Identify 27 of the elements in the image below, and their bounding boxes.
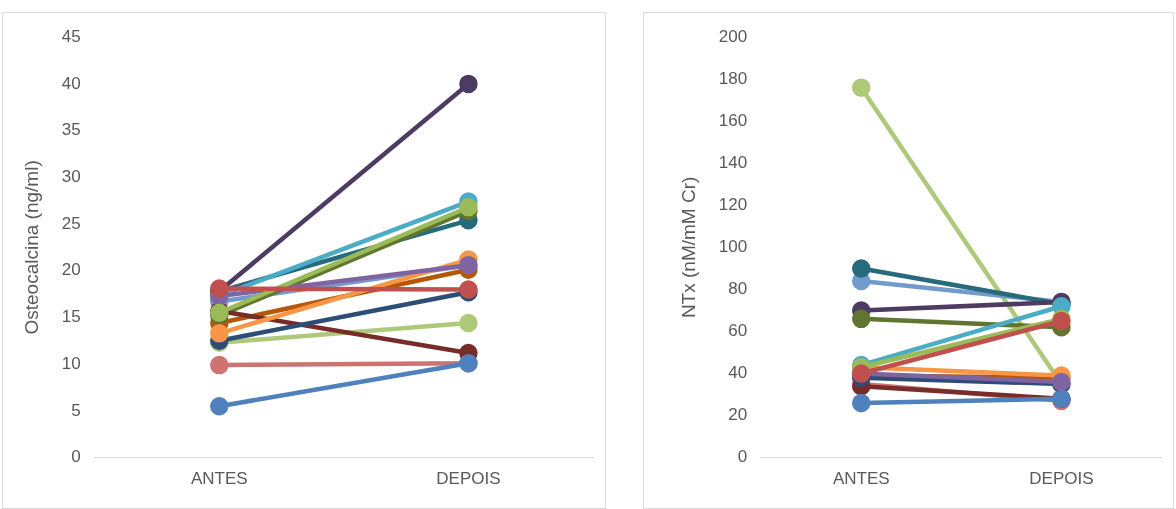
y-tick-label: 25 (61, 213, 81, 233)
y-tick-label: 0 (71, 447, 81, 467)
y-axis-title: NTx (nM/mM Cr) (677, 176, 699, 319)
y-tick-label: 180 (718, 68, 748, 88)
y-tick-label: 5 (71, 400, 81, 420)
y-tick-label: 0 (737, 447, 748, 467)
y-tick-label: 200 (718, 26, 748, 46)
y-tick-label: 15 (61, 307, 81, 327)
y-tick-label: 20 (728, 405, 748, 425)
y-tick-label: 40 (728, 363, 748, 383)
y-tick-label: 100 (718, 237, 748, 257)
x-tick-label: DEPOIS (436, 469, 501, 489)
y-axis-title: Osteocalcina (ng/ml) (20, 160, 42, 335)
y-tick-label: 160 (718, 110, 748, 130)
y-tick-label: 35 (61, 120, 81, 140)
y-tick-label: 10 (61, 353, 81, 373)
x-tick-label: DEPOIS (1029, 469, 1094, 489)
y-tick-label: 40 (61, 73, 81, 93)
x-tick-label: ANTES (190, 469, 248, 489)
y-tick-label: 20 (61, 260, 81, 280)
y-tick-label: 30 (61, 167, 81, 187)
y-tick-label: 80 (728, 279, 748, 299)
y-tick-label: 120 (718, 195, 748, 215)
y-tick-label: 140 (718, 153, 748, 173)
x-tick-label: ANTES (832, 469, 890, 489)
y-tick-label: 60 (728, 321, 748, 341)
y-tick-label: 45 (61, 26, 81, 46)
